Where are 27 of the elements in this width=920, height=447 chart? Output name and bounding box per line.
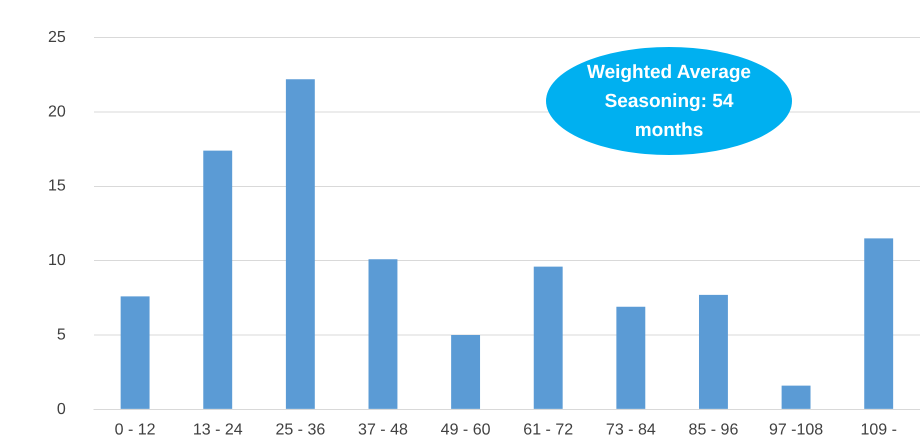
bar [451,335,480,409]
x-tick-label: 13 - 24 [192,421,243,438]
x-tick-label: 73 - 84 [606,421,656,438]
bar [286,79,315,409]
x-tick-label: 109 - [860,421,897,438]
bar [782,386,811,409]
x-tick-label: 97 -108 [768,421,824,438]
bar [203,150,232,409]
y-tick-label: 5 [56,326,66,344]
x-tick-label: 85 - 96 [688,421,738,438]
y-tick-label: 0 [56,400,66,418]
y-tick-label: 20 [48,103,66,120]
bar [120,296,150,409]
x-tick-label: 25 - 36 [275,421,326,438]
bar [698,294,728,409]
y-tick-label: 10 [48,252,66,270]
y-tick-label: 25 [48,29,66,46]
x-tick-label: 61 - 72 [523,421,574,438]
bar [534,266,563,409]
x-tick-label: 37 - 48 [358,421,408,438]
y-tick-label: 15 [48,178,66,195]
callout-ellipse: Weighted Average Seasoning: 54 months [546,47,792,155]
bar [616,306,646,409]
bar [864,238,894,409]
x-tick-label: 49 - 60 [440,421,491,438]
x-tick-label: 0 - 12 [114,421,156,438]
bar [368,259,398,409]
